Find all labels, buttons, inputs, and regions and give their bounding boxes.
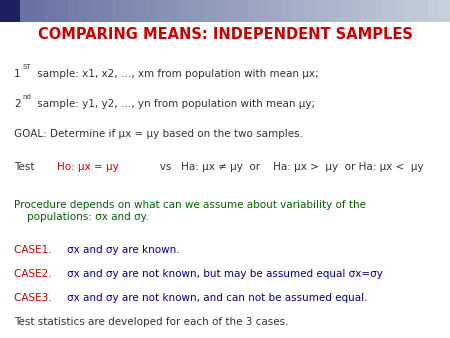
Bar — [0, 0, 12, 22]
Bar — [214, 0, 226, 22]
Text: σx and σy are not known, and can not be assumed equal.: σx and σy are not known, and can not be … — [67, 293, 367, 303]
Bar — [349, 0, 361, 22]
Bar — [34, 0, 46, 22]
Bar — [315, 0, 327, 22]
Bar — [135, 0, 147, 22]
Text: σx and σy are not known, but may be assumed equal σx=σy: σx and σy are not known, but may be assu… — [67, 269, 382, 279]
Bar — [371, 0, 383, 22]
Bar — [416, 0, 428, 22]
Bar — [11, 0, 23, 22]
Text: CASE1.: CASE1. — [14, 245, 55, 255]
Bar — [22, 0, 35, 22]
Text: σx and σy are known.: σx and σy are known. — [67, 245, 180, 255]
Bar — [405, 0, 417, 22]
Text: CASE3.: CASE3. — [14, 293, 55, 303]
Text: COMPARING MEANS: INDEPENDENT SAMPLES: COMPARING MEANS: INDEPENDENT SAMPLES — [37, 27, 413, 42]
Bar — [382, 0, 395, 22]
Bar — [428, 0, 440, 22]
Bar — [112, 0, 125, 22]
Text: GOAL: Determine if μx = μy based on the two samples.: GOAL: Determine if μx = μy based on the … — [14, 129, 303, 139]
Text: 2: 2 — [14, 99, 21, 109]
Bar — [270, 0, 282, 22]
Bar — [236, 0, 248, 22]
Bar — [180, 0, 192, 22]
Text: Ho: μx = μy: Ho: μx = μy — [57, 162, 119, 172]
Text: 1: 1 — [14, 69, 21, 79]
Bar — [124, 0, 136, 22]
Bar — [304, 0, 316, 22]
Bar — [202, 0, 215, 22]
Bar — [56, 0, 68, 22]
Bar — [45, 0, 57, 22]
Text: sample: y1, y2, …, yn from population with mean μy;: sample: y1, y2, …, yn from population wi… — [34, 99, 315, 109]
Bar — [326, 0, 338, 22]
Bar — [259, 0, 271, 22]
Bar — [146, 0, 158, 22]
Bar — [101, 0, 113, 22]
Bar — [0, 0, 20, 22]
Bar — [394, 0, 406, 22]
Bar — [169, 0, 181, 22]
Bar — [338, 0, 350, 22]
Bar — [68, 0, 80, 22]
Bar — [191, 0, 203, 22]
Bar — [360, 0, 372, 22]
Text: sample: x1, x2, …, xm from population with mean μx;: sample: x1, x2, …, xm from population wi… — [34, 69, 318, 79]
Text: nd: nd — [22, 94, 32, 100]
Text: CASE2.: CASE2. — [14, 269, 55, 279]
Text: Test: Test — [14, 162, 48, 172]
Bar — [439, 0, 450, 22]
Text: Procedure depends on what can we assume about variability of the
    populations: Procedure depends on what can we assume … — [14, 200, 366, 222]
Bar — [225, 0, 237, 22]
Bar — [248, 0, 260, 22]
Bar — [292, 0, 305, 22]
Text: vs   Ha: μx ≠ μy  or    Ha: μx >  μy  or Ha: μx <  μy: vs Ha: μx ≠ μy or Ha: μx > μy or Ha: μx … — [137, 162, 423, 172]
Bar — [90, 0, 102, 22]
Bar — [158, 0, 170, 22]
Text: Test statistics are developed for each of the 3 cases.: Test statistics are developed for each o… — [14, 317, 288, 327]
Text: ST: ST — [22, 64, 31, 70]
Bar — [79, 0, 91, 22]
Bar — [281, 0, 293, 22]
